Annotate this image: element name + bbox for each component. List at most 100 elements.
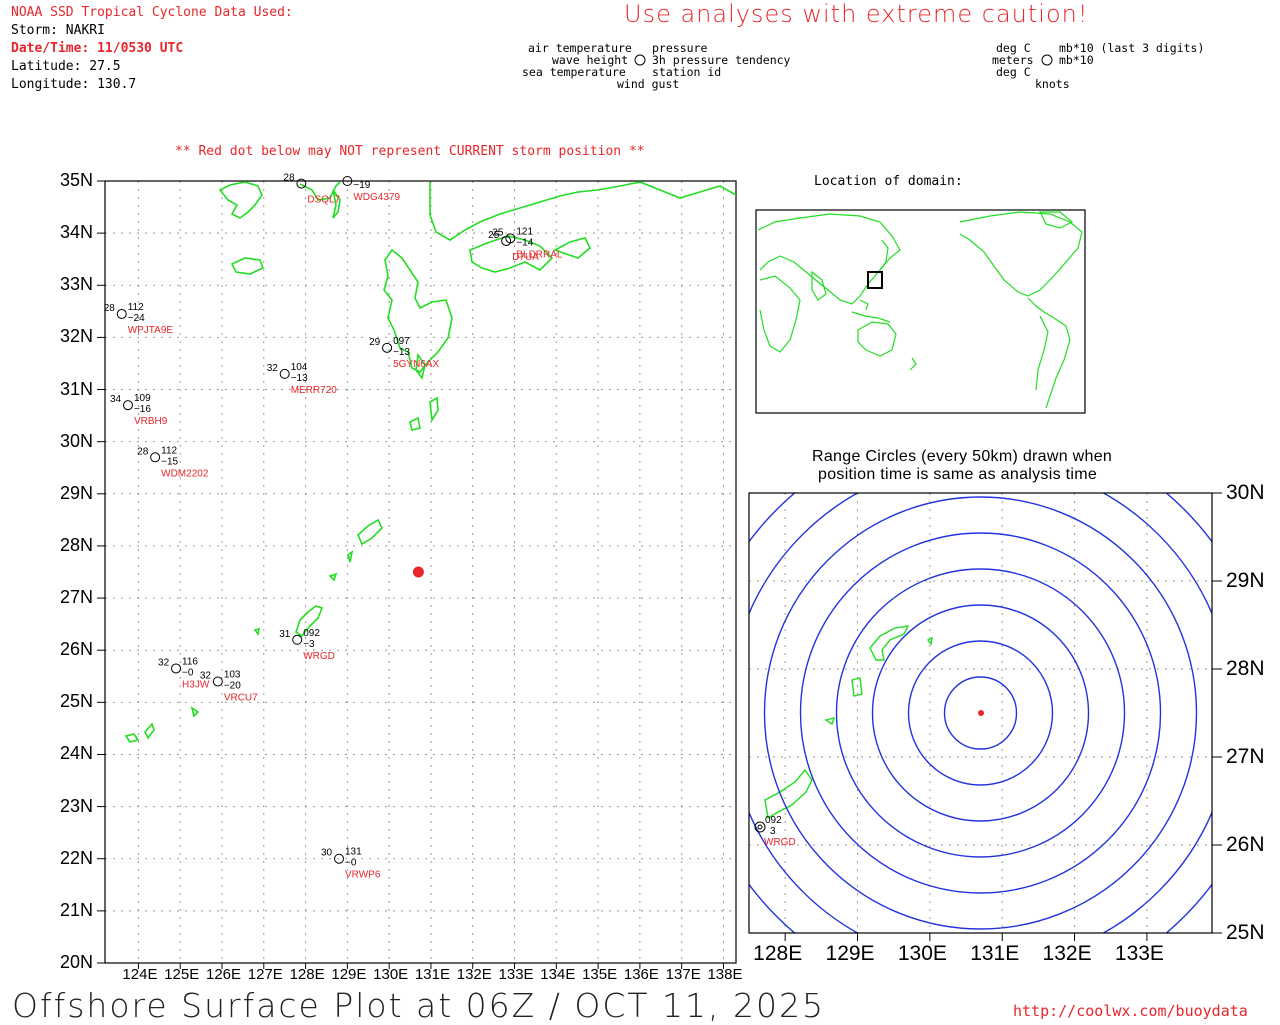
range-circles <box>657 389 1280 1024</box>
station-air-temp: 32 <box>200 670 212 681</box>
lat-label-26N: 26N <box>60 639 93 660</box>
station-pressure: 097 <box>393 336 410 347</box>
lon-label-127E: 127E <box>248 966 283 983</box>
lon-label-133E: 133E <box>499 966 534 983</box>
lat-label-34N: 34N <box>60 222 93 243</box>
station-tendency: −19 <box>353 180 370 191</box>
station-pressure: 112 <box>161 445 177 456</box>
range-lat-label-29N: 29N <box>1226 569 1265 593</box>
station-circle <box>151 453 160 462</box>
footer-url[interactable]: http://coolwx.com/buoydata <box>1013 1002 1248 1020</box>
range-storm-dot <box>978 710 984 716</box>
lat-label-30N: 30N <box>60 431 93 452</box>
station-id-label: 5GYN6AX <box>393 359 439 370</box>
station-circle <box>117 309 126 318</box>
station-air-temp: 32 <box>267 363 279 374</box>
station-air-temp: 28 <box>137 446 149 457</box>
range-station-id: WRGD <box>764 837 796 848</box>
station-pressure: 092 <box>303 628 320 639</box>
lon-label-136E: 136E <box>624 966 659 983</box>
station-pressure: 103 <box>224 669 241 680</box>
honshu-coast <box>430 182 736 240</box>
jeju-island <box>232 258 263 274</box>
lat-label-23N: 23N <box>60 796 93 817</box>
station-tendency: −0 <box>345 858 357 869</box>
station-tendency: −3 <box>303 639 315 650</box>
lon-label-131E: 131E <box>415 966 450 983</box>
range-panel <box>657 389 1280 1024</box>
range-lat-label-30N: 30N <box>1226 481 1265 505</box>
station-id-label: D7UA <box>512 252 539 263</box>
main-lat-ticks <box>97 181 723 969</box>
lon-label-124E: 124E <box>122 966 157 983</box>
range-title-line1: Range Circles (every 50km) drawn when <box>812 448 1112 466</box>
station-air-temp: 30 <box>321 848 333 859</box>
lat-label-22N: 22N <box>60 848 93 869</box>
lon-label-129E: 129E <box>331 966 366 983</box>
range-lat-label-27N: 27N <box>1226 745 1265 769</box>
lon-label-132E: 132E <box>457 966 492 983</box>
station-circle <box>123 401 132 410</box>
station-air-temp: 28 <box>283 173 295 184</box>
station-id-label: WDG4379 <box>353 192 400 203</box>
station-circle <box>213 677 222 686</box>
korea-coast <box>220 182 262 218</box>
station-circle <box>293 635 302 644</box>
station-id-label: WRGD <box>303 651 335 662</box>
lon-label-137E: 137E <box>666 966 701 983</box>
lat-label-25N: 25N <box>60 691 93 712</box>
station-air-temp: 28 <box>104 303 116 314</box>
station-tendency: −13 <box>393 347 410 358</box>
station-pressure: 104 <box>291 362 308 373</box>
range-lat-label-25N: 25N <box>1226 921 1265 945</box>
station-pressure: 116 <box>182 656 198 667</box>
station-tendency: −20 <box>224 680 241 691</box>
station-circle <box>280 369 289 378</box>
world-map-frame <box>756 210 1085 413</box>
station-id-label: VRBH9 <box>134 416 168 427</box>
lon-label-125E: 125E <box>164 966 199 983</box>
lat-label-29N: 29N <box>60 483 93 504</box>
range-title-line2: position time is same as analysis time <box>818 466 1097 484</box>
station-air-temp: 32 <box>158 657 170 668</box>
station-id-label: VRWP6 <box>345 870 381 881</box>
station-pressure: 109 <box>134 393 151 404</box>
lat-label-28N: 28N <box>60 535 93 556</box>
legend-station-circle <box>635 55 645 65</box>
lat-label-27N: 27N <box>60 587 93 608</box>
station-id-label: MERR720 <box>291 385 338 396</box>
station-air-temp: 25 <box>488 230 500 241</box>
range-lon-label-132E: 132E <box>1043 942 1092 966</box>
station-tendency: −0 <box>182 667 194 678</box>
station-tendency: −13 <box>291 373 308 384</box>
station-pressure: 112 <box>128 302 144 313</box>
range-lon-label-129E: 129E <box>826 942 875 966</box>
lat-label-31N: 31N <box>60 379 93 400</box>
station-circle <box>172 664 181 673</box>
station-id-label: WPJTA9E <box>128 325 174 336</box>
station-air-temp: 31 <box>279 629 291 640</box>
station-air-temp: 34 <box>110 394 122 405</box>
lat-label-20N: 20N <box>60 952 93 973</box>
lat-label-32N: 32N <box>60 326 93 347</box>
station-pressure: 121 <box>516 226 533 237</box>
lon-label-126E: 126E <box>206 966 241 983</box>
yakushima-island <box>410 418 420 430</box>
station-tendency: −14 <box>516 237 533 248</box>
station-id-label: WDM2202 <box>161 468 209 479</box>
range-lon-label-131E: 131E <box>970 942 1019 966</box>
range-lat-label-26N: 26N <box>1226 833 1265 857</box>
tanegashima-island <box>430 398 438 420</box>
lat-label-21N: 21N <box>60 900 93 921</box>
station-pressure: 131 <box>345 847 362 858</box>
ishigaki-island <box>126 734 138 742</box>
footer-title: Offshore Surface Plot at 06Z / OCT 11, 2… <box>12 986 825 1025</box>
